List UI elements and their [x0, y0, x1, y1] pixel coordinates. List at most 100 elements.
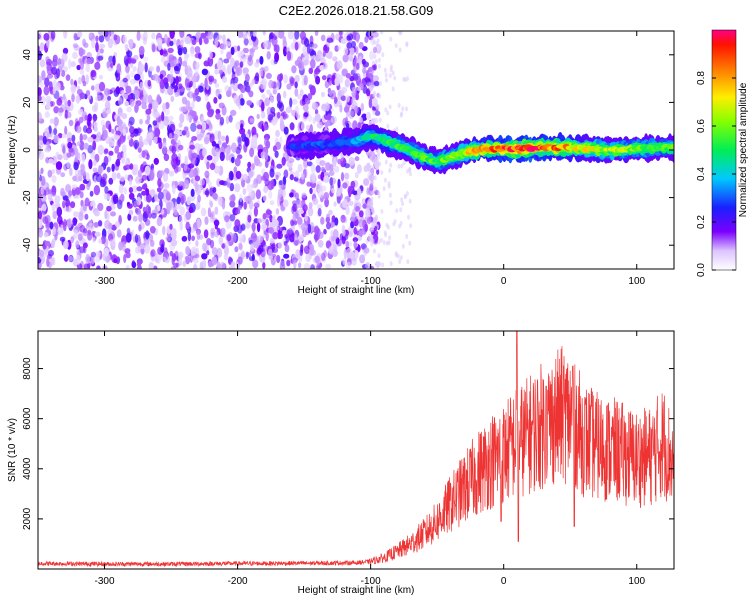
noise-blob: [371, 97, 378, 108]
y-tick-label: -40: [22, 238, 33, 253]
noise-blob: [184, 155, 188, 165]
noise-blob: [61, 133, 67, 139]
noise-blob: [216, 247, 223, 258]
noise-blob: [257, 144, 264, 153]
noise-blob: [355, 92, 360, 101]
noise-blob: [47, 194, 52, 201]
noise-blob: [170, 227, 177, 237]
noise-blob: [47, 169, 53, 178]
noise-blob: [49, 118, 55, 124]
noise-blob: [251, 253, 255, 262]
noise-blob: [286, 83, 292, 90]
noise-blob: [328, 51, 333, 60]
noise-blob: [284, 244, 290, 253]
noise-blob: [310, 58, 316, 69]
noise-blob: [131, 58, 137, 64]
noise-blob: [213, 78, 217, 84]
noise-blob: [393, 219, 397, 224]
noise-blob: [50, 258, 56, 266]
noise-blob: [149, 226, 156, 234]
noise-blob: [143, 90, 147, 96]
noise-blob: [209, 133, 215, 144]
noise-blob: [164, 88, 168, 95]
noise-blob: [406, 259, 410, 265]
noise-blob: [282, 199, 289, 208]
noise-blob: [79, 68, 85, 75]
noise-blob: [375, 41, 379, 47]
noise-blob: [134, 89, 140, 100]
x-tick-label: -100: [361, 576, 381, 587]
noise-blob: [343, 106, 350, 113]
spectrogram-y-ticks: -40 -20 0 20 40: [22, 49, 674, 253]
noise-blob: [267, 114, 274, 121]
spectrogram-y-axis-label: Frequency (Hz): [7, 116, 18, 185]
noise-blob: [133, 200, 140, 208]
noise-blob: [217, 196, 223, 207]
noise-blob: [337, 84, 341, 90]
noise-blob: [104, 193, 111, 200]
noise-blob: [214, 231, 219, 238]
noise-blob: [323, 175, 330, 184]
noise-blob: [314, 255, 320, 264]
noise-blob: [129, 126, 135, 135]
noise-blob: [208, 75, 215, 83]
noise-blob: [310, 163, 316, 174]
noise-blob: [219, 180, 225, 186]
noise-blob: [78, 211, 84, 222]
noise-blob: [283, 253, 290, 259]
colorbar-ticks: 0.0 0.2 0.4 0.6 0.8: [696, 71, 736, 277]
noise-blob: [162, 146, 168, 156]
noise-blob: [207, 56, 214, 67]
noise-blob: [234, 60, 240, 67]
noise-blob: [92, 113, 98, 122]
noise-blob: [249, 147, 255, 158]
noise-blob: [360, 103, 365, 112]
noise-blob: [75, 125, 82, 134]
noise-blob: [219, 151, 225, 162]
noise-blob: [229, 182, 235, 192]
noise-blob: [247, 214, 252, 223]
noise-blob: [242, 47, 249, 54]
noise-blob: [156, 37, 163, 44]
noise-blob: [135, 246, 141, 254]
noise-blob: [190, 188, 195, 197]
noise-blob: [237, 205, 243, 211]
noise-blob: [389, 261, 393, 267]
noise-blob: [368, 98, 373, 109]
colorbar: 0.0 0.2 0.4 0.6 0.8 Normalized spectral ampl…: [696, 29, 749, 277]
noise-blob: [105, 109, 111, 115]
noise-blob: [365, 208, 371, 218]
noise-blob: [38, 75, 42, 83]
colorbar-tick-label: 0.0: [696, 263, 707, 277]
noise-blob: [130, 78, 136, 85]
noise-blob: [196, 31, 202, 39]
noise-blob: [86, 52, 92, 59]
noise-blob: [286, 51, 292, 61]
noise-blob: [184, 255, 190, 261]
noise-blob: [352, 237, 359, 243]
noise-blob: [220, 227, 226, 235]
noise-blob: [130, 71, 135, 78]
snr-x-axis-label: Height of straight line (km): [298, 585, 415, 596]
colorbar-tick-label: 0.6: [696, 119, 707, 133]
noise-blob: [333, 157, 337, 168]
noise-blob: [106, 166, 111, 173]
noise-blob: [218, 236, 224, 246]
noise-blob: [147, 132, 154, 140]
noise-blob: [272, 232, 279, 240]
noise-blob: [53, 128, 58, 136]
noise-blob: [178, 83, 183, 90]
noise-blob: [345, 95, 351, 103]
noise-blob: [59, 236, 66, 242]
noise-blob: [45, 102, 51, 111]
noise-blob: [206, 155, 213, 161]
noise-blob: [358, 218, 363, 228]
noise-blob: [194, 46, 201, 54]
noise-blob: [251, 183, 257, 189]
noise-blob: [56, 68, 60, 79]
noise-blob: [61, 52, 68, 63]
noise-blob: [279, 260, 285, 269]
noise-blob: [224, 215, 230, 223]
noise-blob: [144, 243, 151, 254]
noise-blob: [56, 206, 63, 217]
